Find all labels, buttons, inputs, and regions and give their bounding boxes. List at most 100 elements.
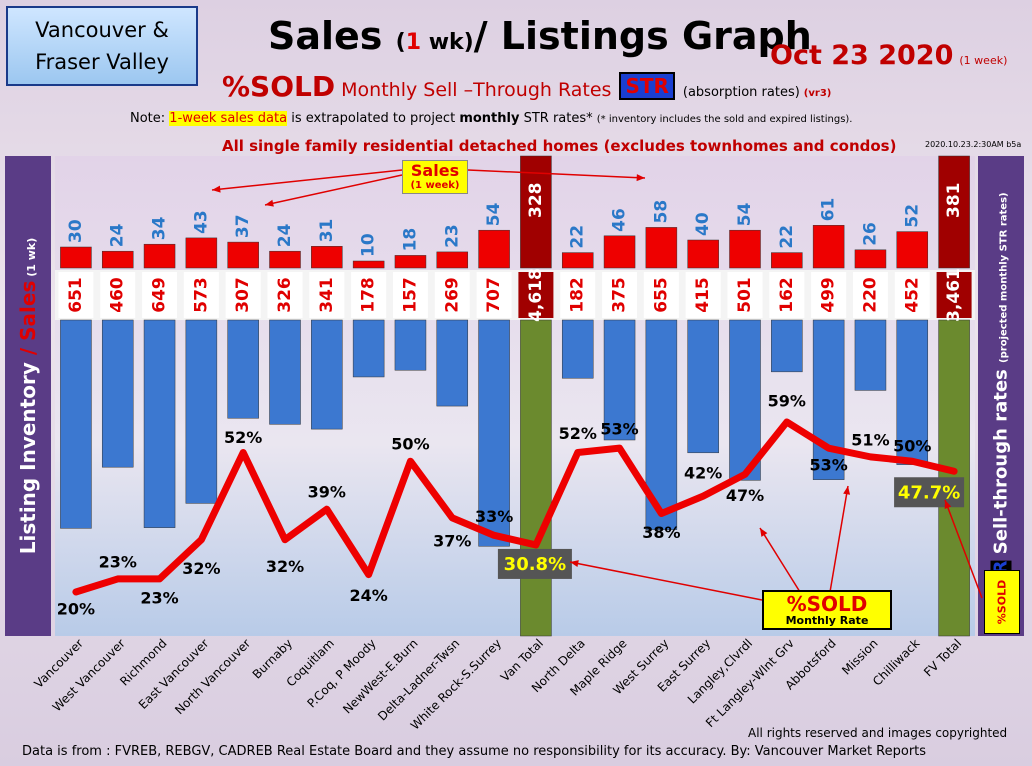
sold-box-title: %SOLD [786, 592, 868, 616]
sales-label-fv-total: 381 [944, 183, 964, 219]
sales-callout: Sales (1 week) [402, 160, 468, 194]
sales-arrow-left-1 [211, 169, 403, 191]
note-suffix: STR rates* [519, 111, 597, 126]
str-label-vancouver: 20% [57, 600, 95, 619]
str-line [72, 418, 958, 596]
category-label-newwest-e-burn: NewWest-E.Burn [340, 636, 420, 716]
sold-arrow-van [569, 561, 763, 601]
str-label-chilliwack: 50% [893, 437, 931, 456]
sold-rate-box: %SOLD Monthly Rate [762, 590, 892, 630]
inventory-label-cell-maple-ridge [602, 272, 638, 318]
inventory-label-vancouver: 651 [66, 277, 86, 313]
inventory-bar-west-vancouver [101, 319, 134, 468]
note-prefix: Note: [130, 111, 170, 126]
sales-bar-ft-langley-wlnt-grv [771, 252, 803, 269]
str-label-coquitlam: 39% [308, 483, 346, 502]
str-label-east-surrey: 42% [684, 464, 722, 483]
inventory-label-newwest-e-burn: 157 [400, 277, 420, 313]
inventory-label-cell-mission [852, 272, 888, 318]
sales-label-van-total: 328 [526, 183, 546, 219]
subtitle-abs: (absorption rates) [682, 85, 800, 100]
str-label-delta-ladner-twsn: 37% [433, 531, 471, 550]
note-line: Note: 1-week sales data is extrapolated … [130, 111, 852, 126]
inventory-bar-north-vancouver [227, 319, 259, 419]
str-label-mission: 51% [851, 430, 889, 449]
subtitle-vr: (vr3) [803, 88, 832, 99]
sales-label-vancouver: 30 [66, 219, 86, 243]
sales-bar-van-total [520, 155, 552, 269]
str-label-newwest-e-burn: 50% [391, 435, 429, 454]
str-badge: STR [619, 72, 675, 100]
inventory-bar-vancouver [60, 319, 92, 529]
sales-label-east-vancouver: 43 [191, 210, 211, 234]
inventory-label-west-vancouver: 460 [108, 277, 128, 313]
inventory-label-north-vancouver: 307 [233, 277, 253, 313]
str-label-west-vancouver: 23% [99, 552, 137, 571]
region-line1: Vancouver & [35, 18, 169, 42]
sold-arrow-fv-head [944, 500, 952, 509]
sales-arrow-right-head [636, 174, 645, 182]
inventory-label-cell-fv-total [936, 272, 972, 318]
sales-bar-north-delta [561, 252, 594, 269]
sales-label-coquitlam: 31 [317, 219, 337, 243]
inventory-label-richmond: 649 [150, 277, 170, 313]
sales-label-north-delta: 22 [568, 225, 588, 249]
inventory-label-cell-coquitlam [309, 272, 345, 318]
inventory-label-coquitlam: 341 [317, 277, 337, 313]
sales-bar-east-vancouver [185, 237, 218, 269]
sales-label-ft-langley-wlnt-grv: 22 [777, 225, 797, 249]
sales-label-p-coq-p-moody: 10 [359, 233, 379, 257]
inventory-label-delta-ladner-twsn: 269 [442, 277, 462, 313]
sold-arrow-langley-head [760, 528, 768, 537]
footer-rights: All rights reserved and images copyright… [748, 726, 1008, 740]
inventory-label-cell-north-delta [560, 272, 596, 318]
sales-arrow-right [467, 169, 646, 179]
sales-bar-richmond [143, 243, 176, 269]
sold-arrow-langley [759, 527, 801, 593]
sales-label-chilliwack: 52 [902, 204, 922, 228]
str-label-langley-clvrdl: 47% [726, 486, 764, 505]
str-total-box-fv-total [894, 477, 965, 508]
sales-label-west-surrey: 58 [651, 200, 671, 224]
sales-bar-maple-ridge [603, 235, 636, 269]
str-label-ft-langley-wlnt-grv: 59% [768, 392, 806, 411]
category-label-north-vancouver: North Vancouver [172, 636, 253, 717]
inventory-bar-van-total [520, 319, 552, 637]
category-label-fv-total: FV Total [921, 636, 964, 679]
inventory-label-van-total: 4,618 [526, 268, 546, 322]
note-bold: monthly [459, 111, 520, 126]
inventory-label-abbotsford: 499 [819, 277, 839, 313]
inventory-label-cell-east-surrey [685, 272, 721, 318]
date-text: Oct 23 2020 [770, 40, 954, 71]
category-label-west-vancouver: West Vancouver [50, 636, 128, 714]
sales-arrow-left-1-head [212, 185, 221, 193]
sold-arrow-abbotsford [829, 485, 849, 593]
date-line: Oct 23 2020 (1 week) [770, 40, 1007, 71]
str-label-east-vancouver: 32% [182, 559, 220, 578]
sales-label-burnaby: 24 [275, 223, 295, 247]
sales-label-east-surrey: 40 [693, 212, 713, 236]
sales-label-white-rock-s-surrey: 54 [484, 202, 504, 226]
sales-bar-fv-total [938, 155, 970, 269]
title-part2: / Listings Graph [473, 14, 812, 58]
str-label-fv-total: 47.7% [898, 482, 960, 503]
inventory-bar-delta-ladner-twsn [436, 319, 469, 407]
inventory-label-cell-newwest-e-burn [392, 272, 428, 318]
sales-bar-coquitlam [311, 246, 343, 269]
sales-bar-burnaby [269, 250, 301, 269]
inventory-label-cell-abbotsford [811, 272, 847, 318]
inventory-label-west-surrey: 655 [651, 277, 671, 313]
sales-bar-vancouver [60, 246, 92, 269]
inventory-label-cell-east-vancouver [183, 272, 219, 318]
sales-callout-title: Sales [410, 161, 460, 180]
chart-title: Sales (1 wk)/ Listings Graph [268, 14, 812, 58]
str-label-north-delta: 52% [559, 424, 597, 443]
inventory-label-cell-delta-ladner-twsn [434, 272, 470, 318]
region-box: Vancouver & Fraser Valley [6, 6, 198, 86]
inventory-label-east-surrey: 415 [693, 277, 713, 313]
inventory-label-cell-richmond [142, 272, 178, 318]
sales-label-maple-ridge: 46 [610, 208, 630, 232]
subtitle-rest: Monthly Sell –Through Rates [335, 79, 612, 101]
sales-label-mission: 26 [860, 222, 880, 246]
str-label-p-coq-p-moody: 24% [349, 586, 387, 605]
